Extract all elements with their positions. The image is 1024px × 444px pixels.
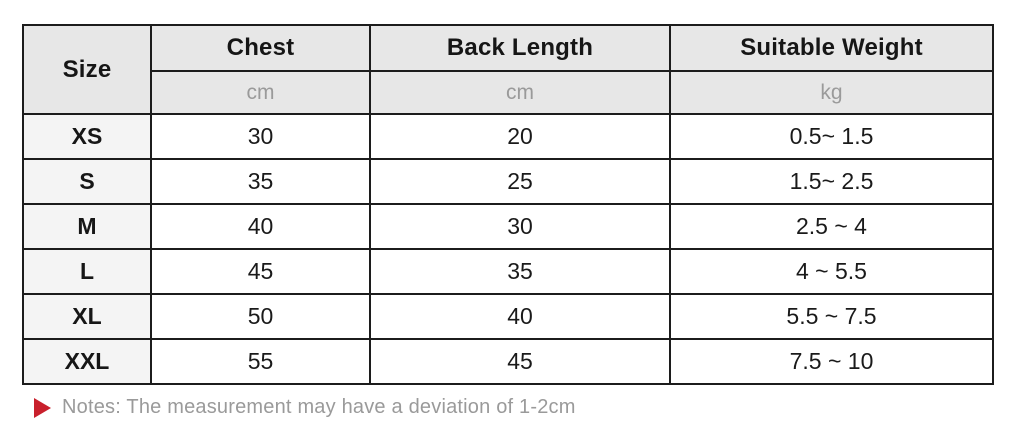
size-chart-container: Size Chest Back Length Suitable Weight c…	[22, 24, 994, 385]
header-row-units: cm cm kg	[23, 70, 994, 115]
table-row-xl: XL 50 40 5.5 ~ 7.5	[22, 293, 994, 340]
measurement-note: Notes: The measurement may have a deviat…	[34, 396, 576, 419]
header-cell-chest: Chest	[150, 24, 371, 72]
size-cell: M	[22, 203, 152, 250]
chest-cell: 40	[150, 203, 371, 250]
suitable-weight-cell: 2.5 ~ 4	[669, 203, 994, 250]
size-cell: L	[22, 248, 152, 295]
chest-cell: 45	[150, 248, 371, 295]
size-cell: XXL	[22, 338, 152, 385]
table-row-s: S 35 25 1.5~ 2.5	[22, 158, 994, 205]
header-cell-back-length: Back Length	[369, 24, 671, 72]
table-row-xxl: XXL 55 45 7.5 ~ 10	[22, 338, 994, 385]
suitable-weight-cell: 1.5~ 2.5	[669, 158, 994, 205]
unit-cell-suitable-weight: kg	[669, 70, 994, 115]
suitable-weight-cell: 0.5~ 1.5	[669, 113, 994, 160]
header-cell-size: Size	[22, 24, 152, 115]
table-row-l: L 45 35 4 ~ 5.5	[22, 248, 994, 295]
table-row-xs: XS 30 20 0.5~ 1.5	[22, 113, 994, 160]
suitable-weight-cell: 7.5 ~ 10	[669, 338, 994, 385]
red-play-arrow-icon	[34, 397, 51, 418]
back-length-cell: 45	[369, 338, 671, 385]
back-length-cell: 20	[369, 113, 671, 160]
back-length-cell: 40	[369, 293, 671, 340]
size-chart-table: Size Chest Back Length Suitable Weight c…	[22, 24, 994, 385]
header-row-labels: Size Chest Back Length Suitable Weight	[22, 24, 994, 115]
chest-cell: 35	[150, 158, 371, 205]
suitable-weight-cell: 4 ~ 5.5	[669, 248, 994, 295]
unit-cell-back-length: cm	[369, 70, 671, 115]
header-cell-suitable-weight: Suitable Weight	[669, 24, 994, 72]
size-cell: S	[22, 158, 152, 205]
back-length-cell: 35	[369, 248, 671, 295]
chest-cell: 30	[150, 113, 371, 160]
note-text: Notes: The measurement may have a deviat…	[62, 396, 576, 418]
chest-cell: 50	[150, 293, 371, 340]
size-cell: XL	[22, 293, 152, 340]
chest-cell: 55	[150, 338, 371, 385]
back-length-cell: 25	[369, 158, 671, 205]
size-cell: XS	[22, 113, 152, 160]
unit-cell-chest: cm	[150, 70, 371, 115]
suitable-weight-cell: 5.5 ~ 7.5	[669, 293, 994, 340]
table-row-m: M 40 30 2.5 ~ 4	[22, 203, 994, 250]
back-length-cell: 30	[369, 203, 671, 250]
